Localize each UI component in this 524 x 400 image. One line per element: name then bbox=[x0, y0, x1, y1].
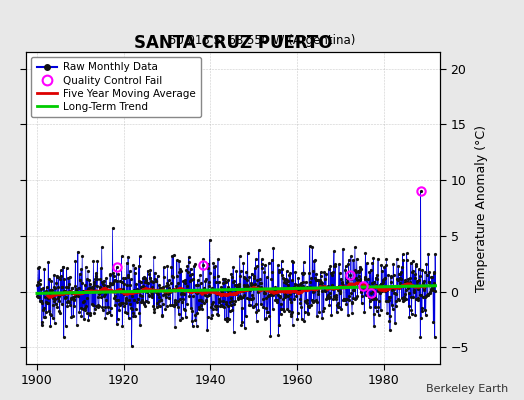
Text: 50.013 S, 68.550 W (Argentina): 50.013 S, 68.550 W (Argentina) bbox=[169, 34, 355, 47]
Text: Berkeley Earth: Berkeley Earth bbox=[426, 384, 508, 394]
Legend: Raw Monthly Data, Quality Control Fail, Five Year Moving Average, Long-Term Tren: Raw Monthly Data, Quality Control Fail, … bbox=[31, 57, 201, 117]
Title: SANTA CRUZ PUERTO: SANTA CRUZ PUERTO bbox=[134, 34, 332, 52]
Y-axis label: Temperature Anomaly (°C): Temperature Anomaly (°C) bbox=[475, 124, 488, 292]
